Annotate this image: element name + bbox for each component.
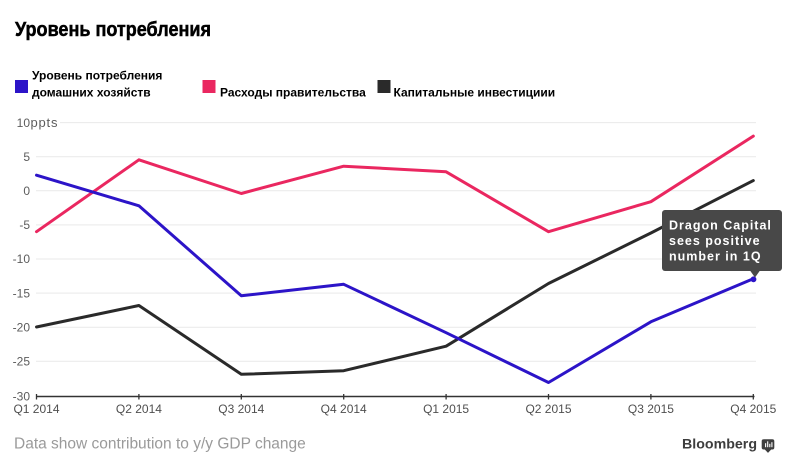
svg-text:Q2 2014: Q2 2014 [116,402,162,416]
svg-text:number in 1Q: number in 1Q [669,249,762,263]
svg-text:5: 5 [23,150,30,164]
svg-text:-15: -15 [13,286,31,300]
svg-text:домашних хозяйств: домашних хозяйств [32,86,151,100]
svg-text:10: 10 [17,116,31,130]
svg-text:Data show contribution to y/y: Data show contribution to y/y GDP change [14,436,306,453]
svg-text:-30: -30 [13,390,31,404]
svg-text:Капитальные инвестициии: Капитальные инвестициии [394,86,556,100]
svg-text:-20: -20 [13,320,31,334]
svg-text:Dragon Capital: Dragon Capital [669,218,772,232]
svg-text:Q3 2015: Q3 2015 [628,402,674,416]
svg-text:0: 0 [23,184,30,198]
svg-text:-10: -10 [13,252,31,266]
svg-text:Q4 2015: Q4 2015 [730,402,776,416]
svg-text:-5: -5 [19,218,30,232]
svg-text:Q1 2014: Q1 2014 [13,402,59,416]
svg-text:-25: -25 [13,355,31,369]
svg-text:Расходы правительства: Расходы правительства [220,86,366,100]
svg-text:Уровень потребления: Уровень потребления [15,18,211,41]
svg-text:Q3 2014: Q3 2014 [218,402,264,416]
svg-text:Q4 2014: Q4 2014 [321,402,367,416]
svg-text:sees positive: sees positive [669,234,761,248]
svg-text:ppts: ppts [31,115,59,130]
svg-text:Уровень потребления: Уровень потребления [32,69,162,83]
svg-text:Bloomberg: Bloomberg [682,436,757,452]
svg-text:Q1 2015: Q1 2015 [423,402,469,416]
svg-text:Q2 2015: Q2 2015 [525,402,571,416]
